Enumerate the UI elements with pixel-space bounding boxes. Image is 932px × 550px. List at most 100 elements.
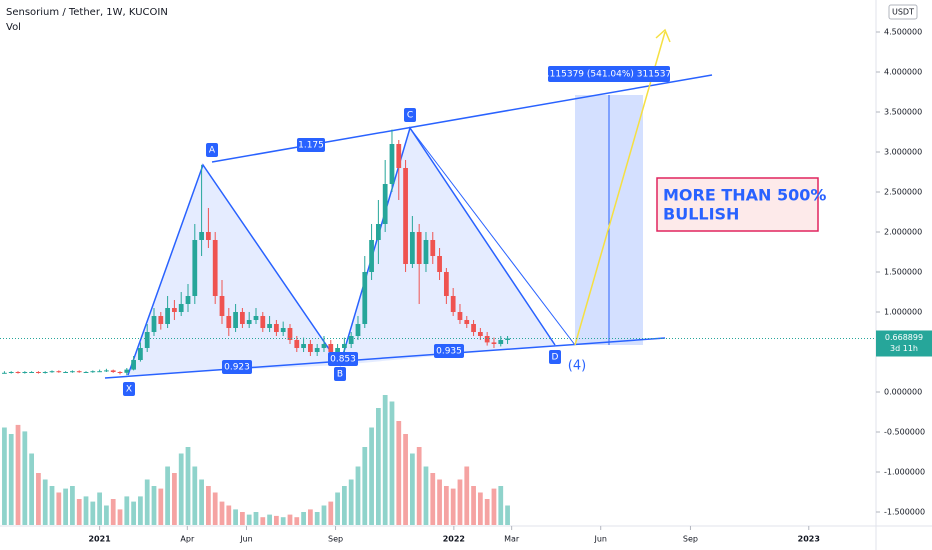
candle-body	[165, 308, 170, 324]
candle-body	[369, 240, 374, 272]
volume-bar	[355, 466, 361, 525]
volume-bar	[22, 431, 28, 525]
volume-bar	[233, 509, 238, 525]
volume-bar	[49, 486, 55, 525]
candle-body	[36, 372, 41, 373]
volume-bar	[389, 401, 395, 525]
x-tick-label: Apr	[180, 535, 195, 544]
candle-body	[382, 184, 388, 224]
pattern-bcd	[340, 128, 555, 365]
candle-body	[138, 348, 143, 360]
volume-bar	[396, 421, 402, 525]
volume-bar	[321, 505, 327, 525]
volume-bar	[342, 486, 347, 525]
x-tick-label: 2021	[88, 535, 111, 544]
candle-body	[212, 240, 218, 296]
y-tick-label: -1.500000	[884, 508, 925, 517]
volume-bar	[443, 486, 449, 525]
volume-bar	[185, 447, 191, 525]
volume-bar	[471, 486, 476, 525]
ratio-label: 1.175	[298, 141, 324, 151]
volume-bar	[423, 466, 429, 525]
volume-bar	[165, 466, 170, 525]
volume-bar	[328, 501, 334, 525]
point-tag	[404, 108, 416, 122]
volume-bar	[83, 496, 89, 525]
x-tick-label: Sep	[328, 535, 343, 544]
candle-body	[131, 360, 136, 370]
candle-body	[151, 316, 157, 332]
volume-bar	[172, 473, 177, 525]
volume-bar	[206, 486, 211, 525]
projection-arrow	[574, 31, 666, 346]
last-price-label: 0.668899	[885, 333, 923, 342]
point-label: D	[552, 353, 559, 363]
candle-body	[178, 304, 184, 312]
volume-bar	[484, 499, 490, 525]
candle-body	[437, 256, 442, 272]
candle-body	[375, 224, 381, 240]
candle-body	[219, 296, 225, 316]
candle-body	[355, 324, 361, 336]
volume-bar	[29, 453, 34, 525]
candle-body	[362, 272, 368, 324]
volume-bar	[253, 512, 259, 525]
volume-bar	[498, 486, 504, 525]
candle-body	[97, 371, 102, 373]
target-label: 3.115379 (541.04%) 3115379	[541, 70, 677, 80]
candle-body	[498, 340, 504, 344]
candle-body	[267, 324, 272, 328]
y-tick-label: -0.500000	[884, 428, 925, 437]
ratio-label: 0.935	[436, 347, 462, 357]
candle-body	[49, 371, 55, 373]
volume-bar	[375, 408, 381, 525]
volume-bar	[42, 479, 48, 525]
candle-body	[8, 372, 14, 373]
volume-bar	[491, 488, 497, 525]
candle-body	[192, 240, 198, 296]
candle-body	[144, 332, 150, 348]
candle-body	[15, 372, 21, 373]
candle-body	[117, 372, 123, 373]
volume-bar	[287, 514, 293, 525]
candle-body	[403, 168, 408, 264]
volume-bar	[477, 492, 483, 525]
candle-body	[430, 240, 436, 256]
y-tick-label: 3.500000	[884, 108, 922, 117]
volume-bar	[192, 466, 198, 525]
callout-text: BULLISH	[663, 205, 739, 224]
candle-body	[90, 371, 96, 373]
candle-body	[42, 372, 48, 373]
y-tick-label: 4.000000	[884, 68, 922, 77]
countdown: 3d 11h	[890, 344, 918, 353]
x-tick-label: Jun	[239, 535, 253, 544]
candle-body	[158, 316, 164, 324]
volume-bar	[56, 492, 62, 525]
candle-body	[464, 320, 470, 324]
volume-bar	[294, 517, 300, 525]
volume-bar	[117, 509, 123, 525]
candle-body	[206, 232, 211, 240]
point-tag	[206, 143, 218, 157]
candle-body	[484, 336, 490, 343]
candle-body	[423, 240, 429, 264]
callout-box	[656, 177, 819, 232]
candle-body	[505, 338, 510, 340]
volume-bar	[409, 453, 415, 525]
pattern-line	[409, 127, 576, 346]
volume-bar	[280, 517, 286, 525]
last-price-tag	[876, 330, 932, 357]
currency-box	[888, 4, 918, 20]
volume-bar	[464, 466, 470, 525]
volume-bar	[199, 479, 204, 525]
trend-line-upper	[211, 74, 713, 163]
volume-bar	[362, 447, 368, 525]
point-label: B	[337, 370, 343, 380]
ratio-label: 0.923	[224, 363, 250, 373]
ratio-tag	[297, 138, 325, 152]
volume-bar	[15, 424, 21, 525]
volume-bar	[430, 473, 436, 525]
volume-bar	[97, 492, 102, 525]
candle-body	[450, 296, 456, 312]
